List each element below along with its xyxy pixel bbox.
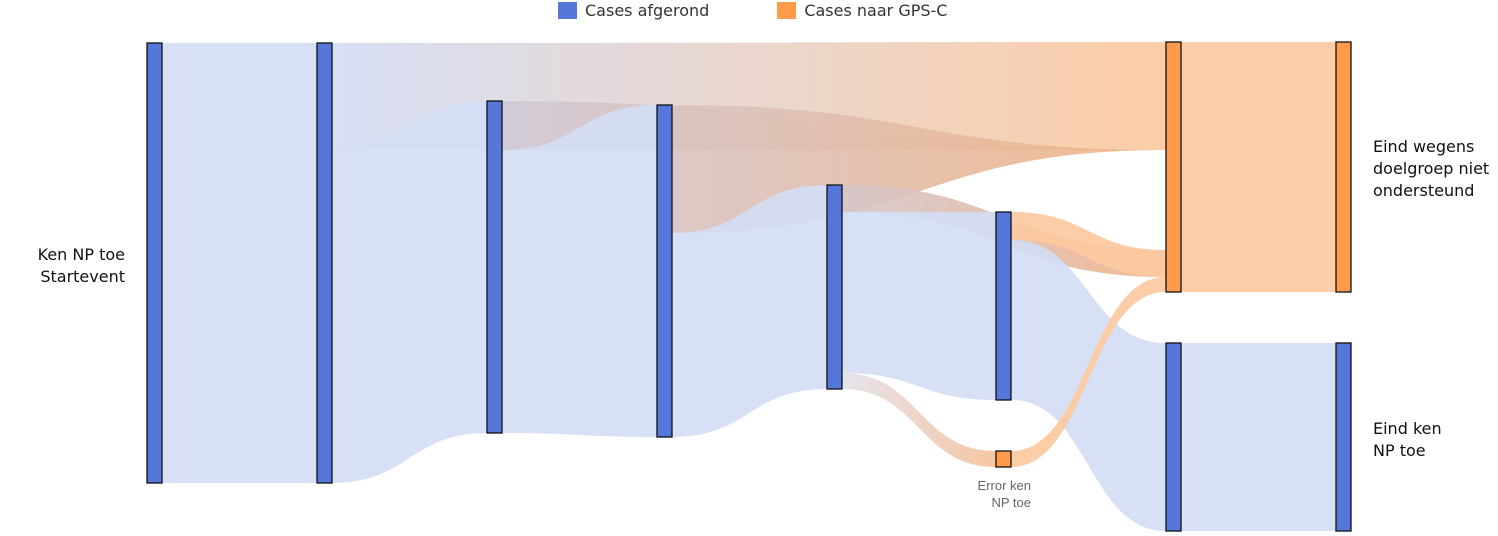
- node-label-line: ondersteund: [1373, 181, 1474, 200]
- node-done_mid[interactable]: [1165, 342, 1182, 532]
- node-n6[interactable]: [995, 211, 1012, 401]
- legend-label-gps-c: Cases naar GPS-C: [804, 0, 948, 20]
- node-gps_mid[interactable]: [1165, 41, 1182, 293]
- node-start[interactable]: [146, 42, 163, 484]
- link-gps-eind[interactable]: [1181, 42, 1336, 292]
- link-done-eind[interactable]: [1181, 343, 1336, 531]
- node-label-line: Startevent: [40, 267, 125, 286]
- legend-label-afgerond: Cases afgerond: [585, 0, 710, 20]
- node-error[interactable]: [995, 450, 1012, 468]
- node-label-line: NP toe: [991, 495, 1031, 510]
- node-label-eind_ken: Eind ken NP toe: [1373, 419, 1442, 460]
- node-label-eind_doelgroep: Eind wegens doelgroep niet ondersteund: [1373, 137, 1489, 200]
- link-n3-n4[interactable]: [502, 105, 657, 437]
- legend: Cases afgerond Cases naar GPS-C: [558, 0, 1015, 20]
- node-label-error: Error ken NP toe: [978, 478, 1031, 510]
- node-label-line: NP toe: [1373, 441, 1426, 460]
- nodes-group: [146, 41, 1352, 532]
- node-n5[interactable]: [826, 184, 843, 390]
- legend-item-afgerond[interactable]: Cases afgerond: [558, 1, 709, 20]
- link-n6-gps[interactable]: [1011, 212, 1166, 277]
- legend-swatch-blue: [558, 1, 577, 19]
- node-label-line: Ken NP toe: [38, 245, 125, 264]
- link-start-n2[interactable]: [162, 43, 317, 483]
- node-n3[interactable]: [486, 100, 503, 434]
- link-error-gps[interactable]: [1011, 277, 1166, 467]
- link-n5-error[interactable]: [842, 373, 996, 467]
- legend-item-gps-c[interactable]: Cases naar GPS-C: [777, 1, 947, 20]
- link-n6-done[interactable]: [1011, 240, 1166, 531]
- node-label-start: Ken NP toe Startevent: [38, 245, 125, 286]
- node-label-line: doelgroep niet: [1373, 159, 1489, 178]
- links-group: [162, 42, 1336, 531]
- link-n2-n3[interactable]: [332, 101, 487, 483]
- node-label-line: Error ken: [978, 478, 1031, 493]
- node-n2[interactable]: [316, 42, 333, 484]
- node-n4[interactable]: [656, 104, 673, 438]
- node-eind_ken[interactable]: [1335, 342, 1352, 532]
- legend-swatch-orange: [777, 1, 797, 19]
- link-n5-n6[interactable]: [842, 212, 996, 400]
- link-n4-n5[interactable]: [672, 185, 827, 437]
- node-eind_doelgroep[interactable]: [1335, 41, 1352, 293]
- node-label-line: Eind wegens: [1373, 137, 1474, 156]
- node-label-line: Eind ken: [1373, 419, 1442, 438]
